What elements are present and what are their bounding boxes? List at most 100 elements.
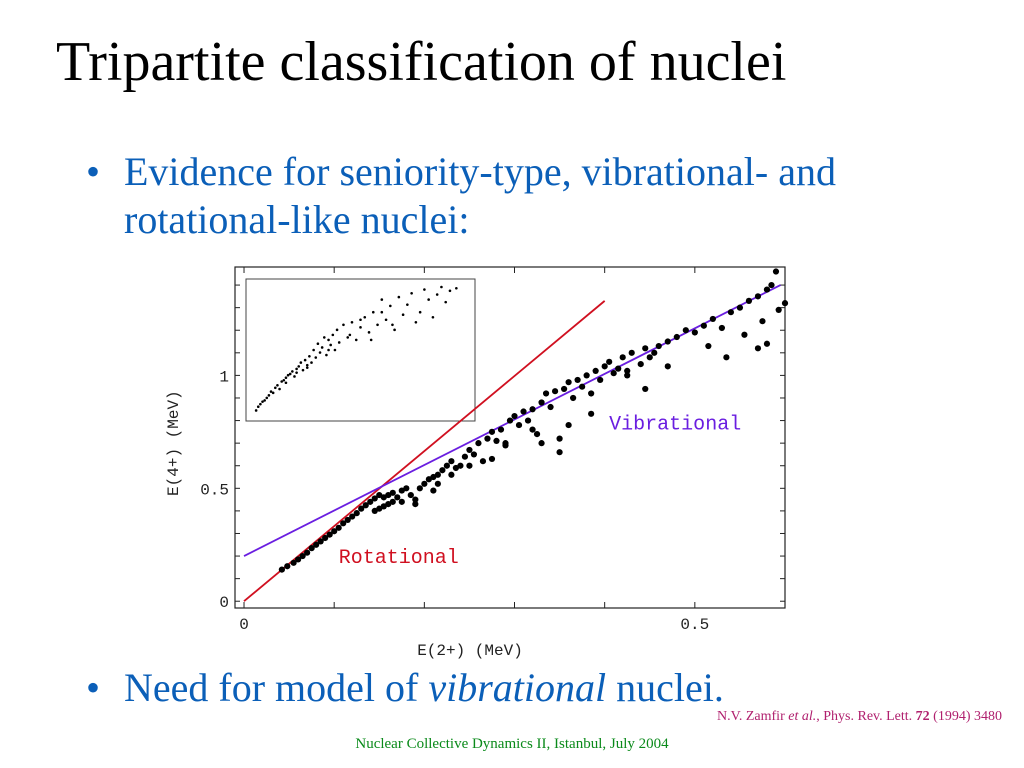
data-point (705, 342, 712, 350)
inset-point (384, 318, 388, 322)
data-point (398, 498, 405, 505)
ref-volume: 72 (915, 709, 930, 724)
inset-point (444, 300, 448, 304)
data-point (313, 541, 320, 548)
inset-point (331, 333, 335, 337)
inset-point (305, 363, 309, 367)
data-point (556, 435, 563, 442)
data-point (457, 462, 464, 469)
data-point (389, 489, 396, 496)
inset-point (371, 310, 375, 314)
inset-point (293, 375, 296, 378)
inset-point (295, 367, 298, 371)
data-point (565, 379, 572, 386)
inset-point (435, 293, 439, 296)
data-point (412, 501, 419, 508)
data-point (520, 408, 527, 415)
data-point (290, 559, 297, 566)
data-point (583, 372, 590, 379)
data-point (682, 327, 689, 334)
data-point (588, 410, 595, 417)
bullet-evidence: • Evidence for seniority-type, vibration… (86, 148, 984, 244)
data-point (619, 354, 626, 361)
inset-point (391, 323, 394, 327)
data-point (565, 421, 572, 429)
inset-point (274, 386, 277, 390)
data-point (551, 388, 559, 395)
data-point (284, 563, 291, 570)
bullet-need-model: • Need for model of vibrational nuclei. (86, 664, 984, 712)
inset-point (342, 323, 345, 327)
inset-point (414, 320, 418, 324)
inset-point (263, 399, 266, 402)
data-point (488, 455, 496, 463)
data-point (615, 365, 622, 372)
inset-point (299, 361, 303, 364)
data-point (470, 451, 478, 458)
ref-author: N.V. Zamfir (716, 709, 789, 724)
data-point (304, 549, 311, 556)
inset-point (401, 313, 405, 317)
data-point (691, 329, 698, 336)
data-point (353, 510, 360, 517)
y-tick-label: 0.5 (200, 481, 229, 499)
data-point (781, 300, 789, 307)
data-point (700, 322, 707, 329)
ref-etal: et al. (788, 709, 817, 724)
inset-point (276, 383, 279, 387)
reference-citation: N.V. Zamfir et al., Phys. Rev. Lett. 72 … (717, 709, 1002, 725)
data-point (335, 524, 342, 531)
inset-point (363, 315, 367, 319)
inset-point (406, 303, 409, 306)
data-point (349, 513, 356, 520)
data-point (574, 376, 581, 384)
data-point (775, 306, 782, 314)
data-point (344, 516, 351, 524)
inset-point (359, 326, 362, 329)
inset-point (397, 295, 401, 299)
data-point (430, 487, 437, 494)
inset-point (440, 285, 443, 289)
bullet-need-emphasis: vibrational (428, 665, 607, 710)
data-point (466, 446, 473, 454)
data-point (588, 390, 595, 397)
inset-point (286, 373, 290, 377)
inset-point (318, 351, 322, 354)
data-point (479, 458, 487, 465)
inset-point (305, 366, 309, 369)
data-point (299, 552, 306, 560)
data-point (448, 471, 455, 478)
inset-point (322, 336, 326, 339)
inset-point (346, 336, 350, 339)
data-point (403, 485, 410, 492)
inset-point (333, 348, 337, 352)
data-point (601, 363, 608, 370)
inset-point (337, 341, 341, 344)
data-point (741, 331, 748, 338)
y-axis-label: E(4+) (MeV) (165, 390, 183, 496)
data-point (407, 491, 414, 499)
x-tick-label: 0 (239, 616, 249, 634)
inset-point (278, 387, 281, 391)
inset-point (329, 343, 332, 347)
inset-point (269, 390, 273, 393)
plot-frame (234, 266, 786, 609)
inset-point (284, 381, 288, 385)
inset-point (427, 298, 430, 301)
data-point (466, 462, 473, 469)
data-point (646, 354, 653, 361)
data-point (493, 437, 500, 444)
data-point (538, 440, 545, 447)
data-point (727, 309, 735, 316)
inset-point (380, 310, 384, 314)
inset-point (448, 289, 452, 293)
data-point (371, 495, 378, 502)
data-point (542, 390, 550, 397)
data-point (673, 333, 680, 341)
data-point (560, 385, 568, 393)
inset-point (314, 356, 318, 359)
inset-point (393, 328, 396, 332)
ref-rest: (1994) 3480 (929, 709, 1002, 724)
inset-point (369, 338, 373, 342)
data-point (322, 534, 329, 542)
